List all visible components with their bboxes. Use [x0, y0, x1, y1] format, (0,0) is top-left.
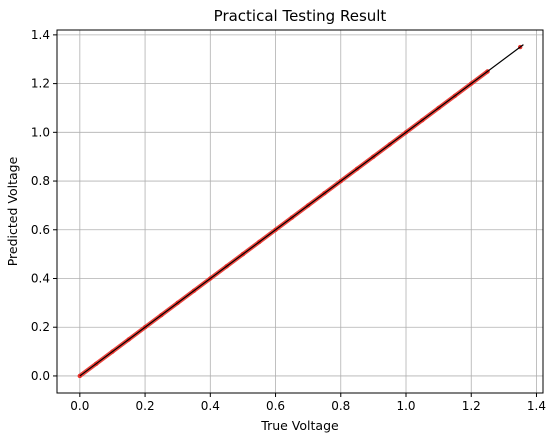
y-tick-label: 0.6 [31, 223, 50, 237]
x-tick-label: 1.2 [462, 399, 481, 413]
x-tick-label: 0.6 [266, 399, 285, 413]
x-tick-label: 0.4 [201, 399, 220, 413]
plot-area [77, 44, 524, 379]
y-tick-label: 1.4 [31, 28, 50, 42]
ticks: 0.0 0.2 0.4 0.6 0.8 1.0 1.2 1.4 0.0 0.2 0.4 0.6 0.8 1… [31, 28, 546, 413]
y-tick-label: 1.2 [31, 77, 50, 91]
x-tick-label: 0.0 [70, 399, 89, 413]
y-tick-label: 0.0 [31, 369, 50, 383]
axes-frame [56, 29, 544, 394]
chart-title: Practical Testing Result [214, 7, 387, 25]
reference-line [79, 44, 524, 377]
x-tick-label: 1.0 [396, 399, 415, 413]
y-tick-label: 0.8 [31, 174, 50, 188]
x-tick-label: 0.2 [136, 399, 155, 413]
x-axis-label: True Voltage [260, 418, 339, 433]
x-tick-label: 0.8 [331, 399, 350, 413]
y-tick-label: 1.0 [31, 125, 50, 139]
y-axis-label: Predicted Voltage [5, 156, 20, 266]
y-tick-label: 0.2 [31, 320, 50, 334]
x-tick-label: 1.4 [527, 399, 546, 413]
grid [57, 30, 543, 393]
y-tick-label: 0.4 [31, 271, 50, 285]
